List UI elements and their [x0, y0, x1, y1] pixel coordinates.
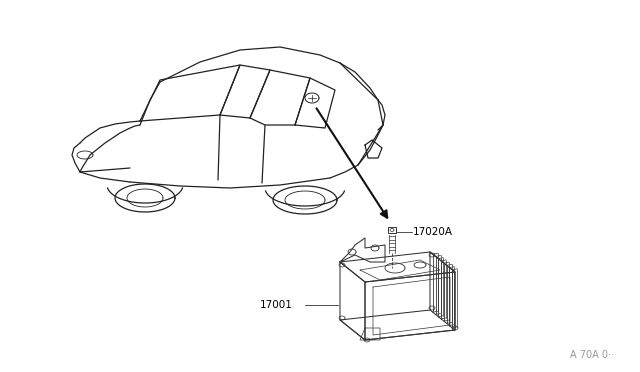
Text: 17001: 17001: [260, 300, 293, 310]
Text: 17020A: 17020A: [413, 227, 453, 237]
Text: A 70A 0··: A 70A 0··: [570, 350, 614, 360]
